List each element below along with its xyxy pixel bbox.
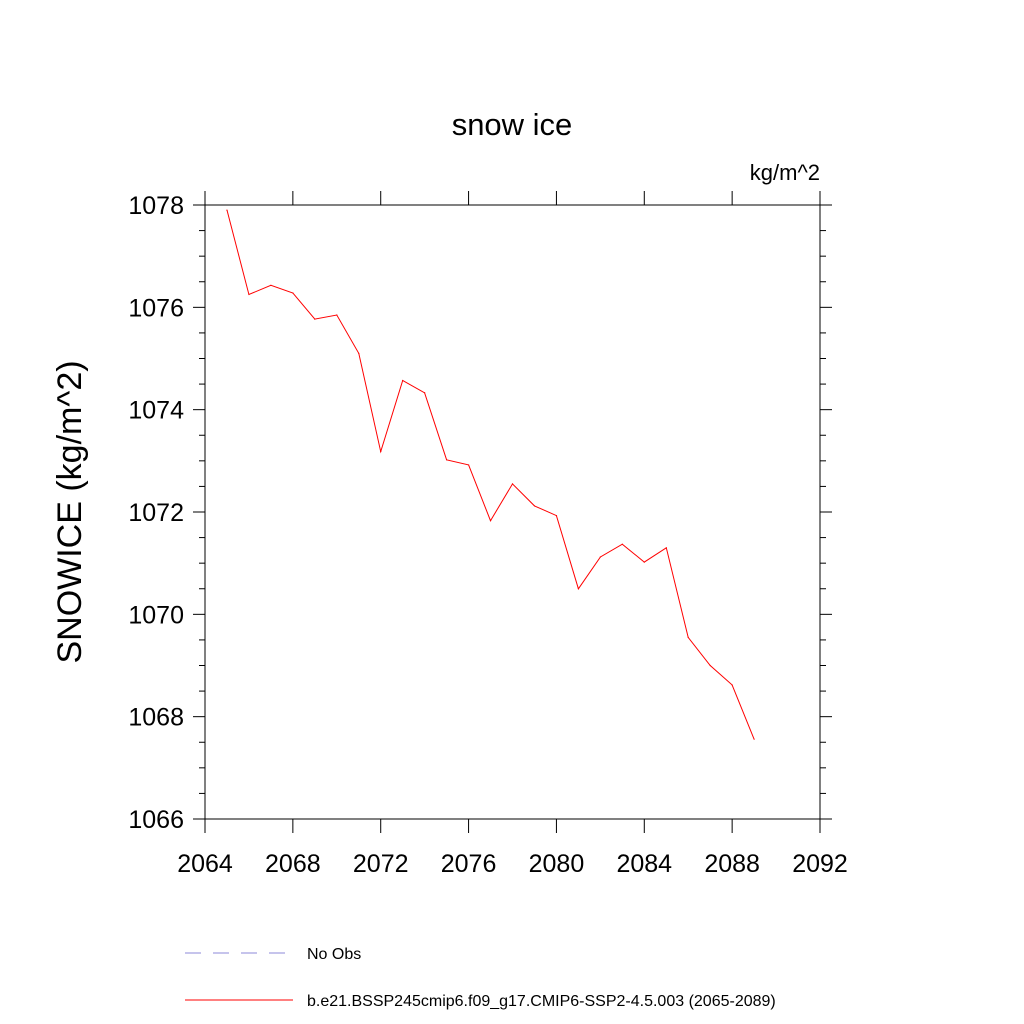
series-point <box>270 284 272 286</box>
series-point <box>467 464 470 466</box>
series-point <box>687 636 689 638</box>
y-tick-label: 1074 <box>128 397 184 425</box>
y-tick-label: 1072 <box>128 499 184 527</box>
legend-label-run: b.e21.BSSP245cmip6.f09_g17.CMIP6-SSP2-4.… <box>307 993 776 1010</box>
series-point <box>665 547 667 549</box>
axis-ticks <box>193 191 832 833</box>
series-point <box>424 392 426 394</box>
units-label: kg/m^2 <box>750 160 820 185</box>
series-point <box>533 505 536 507</box>
series-point <box>336 314 338 316</box>
series-point <box>621 543 623 545</box>
series-point <box>292 292 294 294</box>
x-tick-label: 2064 <box>177 850 233 878</box>
series-point <box>226 209 228 211</box>
series-point <box>446 459 448 461</box>
series-point <box>731 684 733 686</box>
axis-tick-labels: 1066 1068 1070 1072 1074 1076 1078 2064 2068 2072… <box>128 192 847 878</box>
legend-label-no-obs: No Obs <box>307 946 361 963</box>
y-tick-label: 1066 <box>128 806 184 834</box>
x-tick-label: 2072 <box>353 850 409 878</box>
series-point <box>709 664 711 667</box>
series-point <box>489 520 492 522</box>
series-point <box>511 483 514 485</box>
y-tick-label: 1070 <box>128 601 184 629</box>
x-tick-label: 2080 <box>529 850 585 878</box>
series-point <box>599 556 601 558</box>
series-point <box>577 588 579 590</box>
series-point <box>380 451 382 453</box>
plot-frame <box>204 204 821 820</box>
series-point <box>248 293 250 296</box>
y-tick-label: 1068 <box>128 704 184 732</box>
x-tick-label: 2092 <box>792 850 848 878</box>
x-tick-label: 2084 <box>616 850 672 878</box>
legend: No Obs b.e21.BSSP245cmip6.f09_g17.CMIP6-… <box>185 946 776 1010</box>
y-tick-label: 1078 <box>128 192 184 220</box>
series-point <box>753 738 755 740</box>
series-line <box>226 209 755 740</box>
x-tick-label: 2076 <box>441 850 497 878</box>
y-tick-label: 1076 <box>128 294 184 322</box>
x-tick-label: 2068 <box>265 850 321 878</box>
chart-title: snow ice <box>452 107 573 142</box>
y-axis-label: SNOWICE (kg/m^2) <box>51 360 89 663</box>
series-point <box>314 318 316 320</box>
series-point <box>402 379 404 382</box>
series-point <box>555 514 558 517</box>
series-layer <box>226 209 755 740</box>
series-point <box>643 561 645 563</box>
series-point <box>358 352 360 354</box>
x-tick-label: 2088 <box>704 850 760 878</box>
